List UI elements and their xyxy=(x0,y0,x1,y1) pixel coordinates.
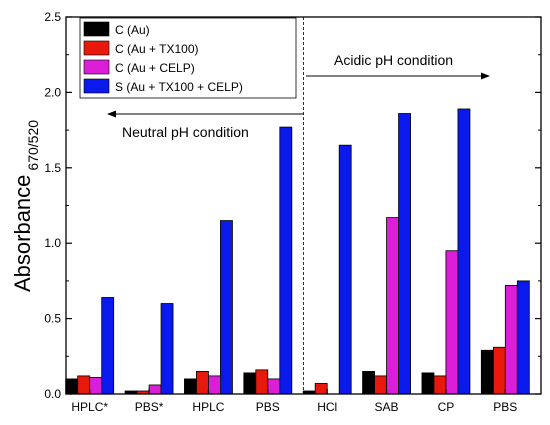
annotations-group: Acidic pH condition Neutral pH condition xyxy=(107,52,490,140)
x-tick-label: HPLC* xyxy=(71,400,108,414)
bar-4-3 xyxy=(220,220,233,395)
bars-group xyxy=(65,108,530,395)
bar-4-8 xyxy=(516,280,530,395)
legend-label-2: C (Au + TX100) xyxy=(115,42,198,56)
y-tick-label: 2.5 xyxy=(44,10,61,24)
bar-2-4 xyxy=(255,369,269,395)
legend-swatch-2 xyxy=(83,40,110,56)
y-axis-label-main: Absorbance xyxy=(10,175,35,292)
bar-3-1 xyxy=(89,377,103,395)
x-tick-label: PBS xyxy=(256,400,280,414)
bar-4-2 xyxy=(160,303,174,395)
y-axis-label: Absorbance 670/520 xyxy=(10,120,41,292)
bar-4-7 xyxy=(457,108,471,395)
annotation-acidic: Acidic pH condition xyxy=(334,52,453,68)
y-tick-label: 2.0 xyxy=(44,85,61,99)
bar-1-8 xyxy=(480,349,494,395)
bar-1-3 xyxy=(184,378,197,395)
y-tick-label: 1.5 xyxy=(44,161,61,175)
y-tick-label: 1.0 xyxy=(44,236,61,250)
x-tick-label: SAB xyxy=(375,400,399,414)
legend-swatch-1 xyxy=(83,21,110,37)
x-tick-label: HPLC xyxy=(192,400,224,414)
bar-3-3 xyxy=(208,375,221,395)
bar-2-8 xyxy=(492,346,506,395)
bar-3-4 xyxy=(267,378,281,395)
legend-label-4: S (Au + TX100 + CELP) xyxy=(115,80,243,94)
bar-2-3 xyxy=(196,370,209,395)
bar-3-7 xyxy=(445,250,459,395)
bar-2-5 xyxy=(314,383,328,395)
bar-3-2 xyxy=(148,384,162,395)
bar-2-1 xyxy=(77,375,91,395)
bar-4-5 xyxy=(338,144,352,395)
x-tick-label: PBS xyxy=(493,400,517,414)
annotation-neutral: Neutral pH condition xyxy=(122,124,249,140)
axes-group: 0.0 0.5 1.0 1.5 2.0 2.5 HPLC* PBS* HPLC PBS HCl SAB… xyxy=(10,10,542,414)
neutral-arrow-head xyxy=(107,110,116,118)
legend: C (Au) C (Au + TX100) C (Au + CELP) S (Au +… xyxy=(79,17,297,99)
legend-label-1: C (Au) xyxy=(115,23,150,37)
x-tick-label: CP xyxy=(438,400,455,414)
y-axis-label-subscript: 670/520 xyxy=(25,120,41,171)
bar-2-7 xyxy=(433,375,447,395)
legend-swatch-4 xyxy=(83,78,110,94)
y-tick-label: 0.5 xyxy=(44,312,61,326)
y-tick-label: 0.0 xyxy=(44,387,61,401)
bar-4-1 xyxy=(101,297,115,395)
bar-1-6 xyxy=(362,370,375,395)
bar-2-6 xyxy=(374,375,387,395)
bar-1-1 xyxy=(65,378,79,395)
bar-4-6 xyxy=(398,113,411,395)
x-tick-label: PBS* xyxy=(135,400,164,414)
bar-4-4 xyxy=(279,126,293,395)
legend-swatch-3 xyxy=(83,59,110,75)
legend-box xyxy=(79,17,297,99)
bar-3-8 xyxy=(504,285,518,395)
acidic-arrow-head xyxy=(481,72,490,80)
bar-1-7 xyxy=(421,372,435,395)
bar-3-6 xyxy=(386,217,399,395)
x-tick-label: HCl xyxy=(317,400,337,414)
legend-label-3: C (Au + CELP) xyxy=(115,61,195,75)
bar-1-4 xyxy=(243,372,257,395)
